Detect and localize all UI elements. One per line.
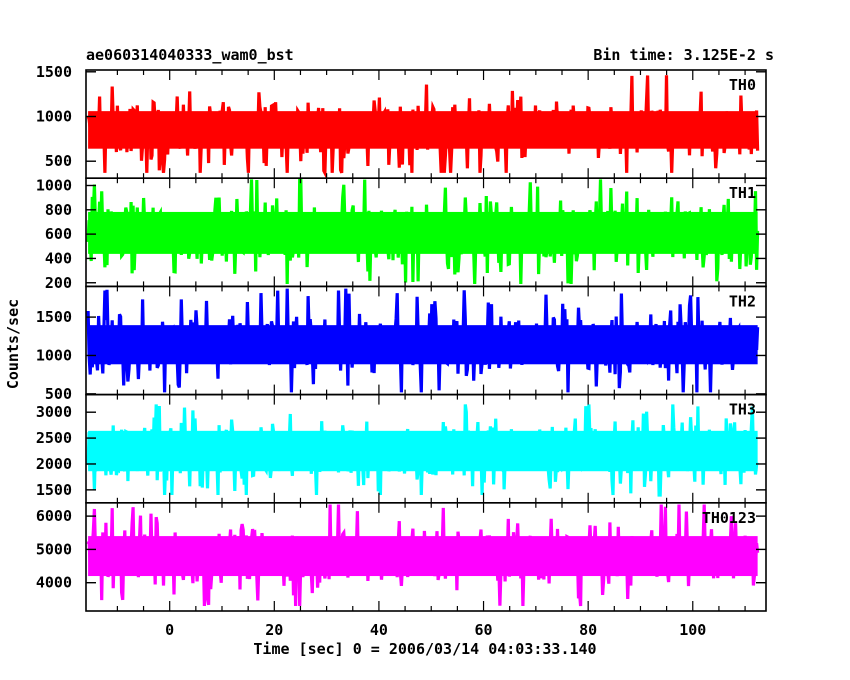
series-TH0-band [88, 111, 758, 149]
y-tick-label-TH3-2000: 2000 [36, 455, 72, 473]
y-tick-label-TH2-500: 500 [45, 385, 72, 403]
series-TH1-band [88, 211, 758, 254]
chart-title: ae060314040333_wam0_bst [86, 46, 294, 64]
y-tick-label-TH0123-4000: 4000 [36, 574, 72, 592]
panel-label-TH3: TH3 [729, 401, 756, 419]
panel-label-TH0123: TH0123 [702, 509, 756, 527]
y-tick-label-TH3-2500: 2500 [36, 429, 72, 447]
x-tick-label-0: 0 [165, 621, 174, 639]
panel-label-TH1: TH1 [729, 184, 756, 202]
series-TH2-band [88, 325, 758, 365]
panel-label-TH2: TH2 [729, 292, 756, 310]
x-tick-label-80: 80 [579, 621, 597, 639]
y-tick-label-TH3-1500: 1500 [36, 481, 72, 499]
y-tick-label-TH0-1000: 1000 [36, 107, 72, 125]
y-axis-label: Counts/sec [4, 299, 22, 389]
x-axis-label: Time [sec] 0 = 2006/03/14 04:03:33.140 [253, 640, 596, 658]
x-tick-label-100: 100 [679, 621, 706, 639]
y-tick-label-TH1-200: 200 [45, 274, 72, 292]
y-tick-label-TH0-500: 500 [45, 152, 72, 170]
x-tick-label-60: 60 [475, 621, 493, 639]
y-tick-label-TH1-800: 800 [45, 201, 72, 219]
y-tick-label-TH1-1000: 1000 [36, 176, 72, 194]
y-tick-label-TH0-1500: 1500 [36, 63, 72, 81]
panel-label-TH0: TH0 [729, 76, 756, 94]
y-tick-label-TH3-3000: 3000 [36, 403, 72, 421]
y-tick-label-TH2-1000: 1000 [36, 346, 72, 364]
y-tick-label-TH0123-5000: 5000 [36, 540, 72, 558]
y-tick-label-TH2-1500: 1500 [36, 308, 72, 326]
y-tick-label-TH0123-6000: 6000 [36, 507, 72, 525]
panel-frame-TH0123 [85, 501, 767, 612]
series-TH3-band [88, 430, 758, 472]
y-tick-label-TH1-400: 400 [45, 249, 72, 267]
x-tick-label-20: 20 [265, 621, 283, 639]
x-tick-label-40: 40 [370, 621, 388, 639]
y-tick-label-TH1-600: 600 [45, 225, 72, 243]
series-TH0123-band [88, 536, 758, 577]
bin-time-label: Bin time: 3.125E-2 s [593, 46, 774, 64]
